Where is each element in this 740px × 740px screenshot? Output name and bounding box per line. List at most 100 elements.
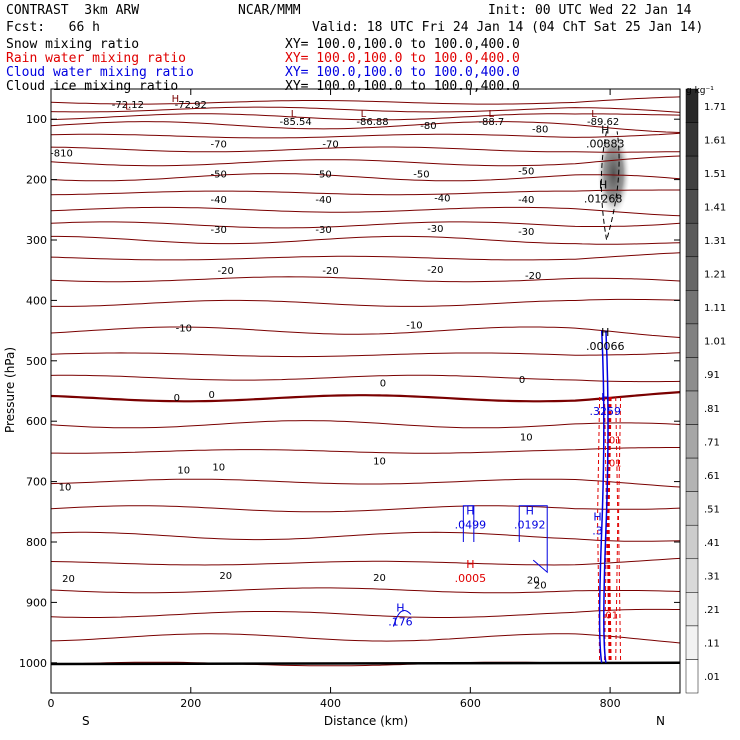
extremum-value: .01268 [584,193,623,206]
temperature-contour [51,252,680,261]
colorbar-label: .21 [704,605,720,616]
extremum-value: .0005 [455,572,487,585]
colorbar-label: .91 [704,370,720,381]
temperature-contour [51,206,680,217]
rain-label: .01 [606,458,622,469]
low-label: L [489,109,495,120]
temperature-contour [51,235,680,245]
extremum-marker: H [601,391,609,404]
colorbar-swatch [685,390,699,425]
temperature-label: -80 [532,124,548,135]
y-tick-label: 400 [26,294,47,307]
temperature-contour [51,374,680,383]
temperature-contour [51,132,680,139]
cloud-water-contour [518,505,548,574]
high-label: H [172,94,180,105]
extremum-value: .0192 [514,519,546,532]
valid-time: Valid: 18 UTC Fri 24 Jan 14 (04 ChT Sat … [312,20,704,35]
temperature-contour [51,96,680,105]
temperature-label: 20 [527,575,540,586]
temperature-label: -40 [434,194,450,205]
temperature-contour [51,447,680,454]
colorbar-swatch [685,290,699,325]
rain-label: .01 [606,435,622,446]
extremum-value: .0499 [455,519,487,532]
top-temperature-label: -72.12 [112,100,144,111]
extremum-value: .176 [388,615,413,628]
y-tick-label: 600 [26,415,47,428]
extremum-marker: H [601,124,609,137]
low-label: L [591,109,597,120]
low-label: L [361,109,367,120]
temperature-label: -20 [427,265,443,276]
temperature-label: 10 [212,463,225,474]
rain-contour [615,397,619,663]
snow-label: 20 [534,580,547,591]
cloud-water-contour [598,330,605,663]
colorbar-label: .01 [704,672,720,683]
field-cloudwater-name: Cloud water mixing ratio [6,65,194,80]
y-tick-label: 200 [26,174,47,187]
colorbar-swatch [685,357,699,392]
x-end-label-left: S [82,714,90,728]
x-tick-label: 200 [180,697,201,710]
temperature-contour [51,557,680,566]
init-time: Init: 00 UTC Wed 22 Jan 14 [488,3,692,18]
forecast-hour: Fcst: 66 h [6,20,100,35]
center-title: NCAR/MMM [238,3,301,18]
temperature-label: -30 [315,225,331,236]
temperature-contour [51,173,680,182]
cloud-water-contour [603,330,609,663]
temperature-label: 10 [373,456,386,467]
extremum-marker: H [466,505,474,518]
colorbar-unit: g kg⁻¹ [686,86,714,96]
extremum-marker: H [599,179,607,192]
x-tick-label: 800 [600,697,621,710]
y-tick-label: 300 [26,234,47,247]
temperature-label: 0 [380,379,386,390]
colorbar-swatch [685,659,699,694]
temperature-label: 0 [174,393,180,404]
temperature-contour [51,420,680,429]
colorbar-swatch [685,491,699,526]
extremum-value: .00066 [586,340,625,353]
field-cloudwater-xy: XY= 100.0,100.0 to 100.0,400.0 [285,65,520,80]
extremum-marker: H [526,505,534,518]
field-cloudice-name: Cloud ice mixing ratio [6,79,179,94]
temperature-contour [51,155,680,167]
temperature-contour [51,478,680,488]
temperature-contour [51,298,680,307]
temperature-label: 10 [177,466,190,477]
colorbar-swatch [685,592,699,627]
temperature-contour [51,121,680,133]
temperature-contour [51,221,680,229]
temperature-label: -70 [322,139,338,150]
x-tick-label: 600 [460,697,481,710]
colorbar-swatch [685,222,699,258]
temperature-label: 20 [373,573,386,584]
y-tick-label: 700 [26,476,47,489]
extremum-value: .3 [592,525,603,538]
model-title: CONTRAST 3km ARW [6,3,140,18]
top-temperature-label: -88.7 [478,117,504,128]
temperature-label: -20 [525,271,541,282]
temperature-contour [51,505,680,513]
colorbar-label: 1.41 [704,202,726,213]
extremum-marker: H [593,511,601,524]
colorbar-label: .81 [704,404,720,415]
colorbar-swatch [685,524,699,560]
field-cloudice-xy: XY= 100.0,100.0 to 100.0,400.0 [285,79,520,94]
y-tick-label: 800 [26,536,47,549]
top-temperature-label: -85.54 [279,117,311,128]
colorbar-swatch [685,558,699,593]
colorbar-swatch [685,122,699,157]
temperature-label: -10 [406,321,422,332]
temperature-label: 10 [59,482,72,493]
plot-frame [50,88,681,694]
colorbar-swatch [685,424,699,459]
temperature-contour [51,146,680,153]
temperature-label: -20 [218,266,234,277]
colorbar-label: .71 [704,437,720,448]
rain-contour [606,397,612,663]
